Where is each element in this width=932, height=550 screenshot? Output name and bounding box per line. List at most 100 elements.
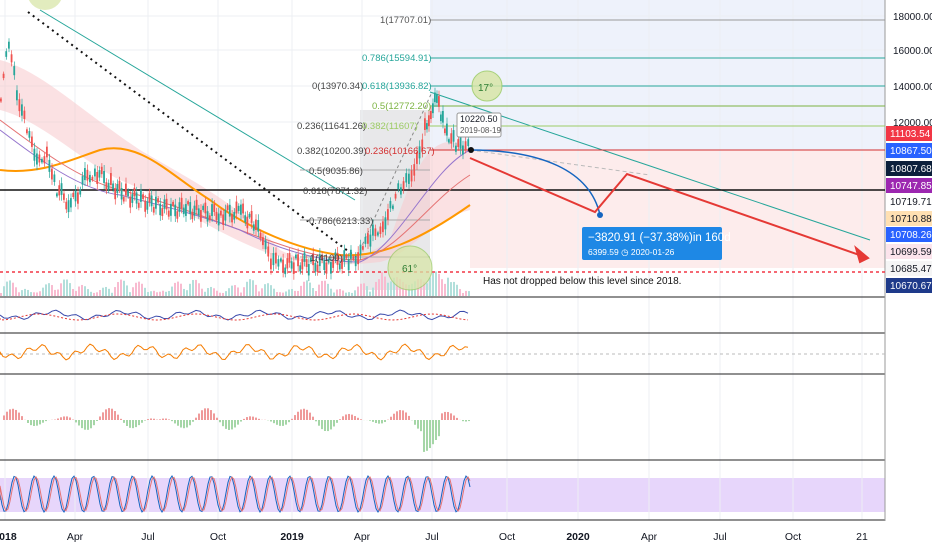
histogram-bar (441, 413, 443, 420)
volume-bar (363, 283, 365, 296)
candle-body (432, 103, 434, 114)
price-tag (886, 194, 932, 209)
candle-body (86, 169, 89, 181)
oscillator-line (0, 309, 469, 321)
volume-bar (147, 292, 149, 296)
volume-bar (366, 286, 368, 296)
histogram-bar (429, 420, 431, 449)
volume-bar (84, 286, 86, 296)
candle-body (79, 189, 82, 195)
fib-level-label: 1(4100) (310, 253, 343, 264)
candle-body (178, 202, 181, 212)
volume-bar (300, 285, 302, 296)
volume-bar (24, 288, 26, 296)
trend-lines (27, 9, 871, 261)
candle-body (362, 246, 364, 250)
histogram-bar (171, 420, 173, 422)
candle-body (204, 202, 207, 214)
volume-bar (450, 282, 452, 296)
fib-level-label: 0.382(11607) (362, 121, 418, 132)
histogram-bar (222, 420, 224, 427)
fib-level-label: 0.618(7871.32) (303, 186, 367, 197)
candle-body (352, 256, 355, 260)
price-tag-label: 10807.68 (890, 164, 932, 175)
histogram-bar (138, 420, 140, 426)
volume-bar (252, 280, 254, 296)
angle-marker-61[interactable] (387, 245, 433, 291)
descending-trendline[interactable] (429, 91, 871, 241)
projection-curve[interactable] (469, 149, 601, 216)
candle-body (72, 192, 75, 197)
candle-body (341, 259, 343, 269)
candle-body (41, 158, 43, 163)
volume-bar (312, 288, 314, 296)
volume-bar (99, 290, 101, 296)
histogram-bar (309, 412, 311, 420)
price-tag (886, 227, 932, 242)
histogram-bar (33, 420, 35, 427)
price-tag (886, 244, 932, 259)
backgrounds (0, 0, 885, 512)
volume-bar (135, 282, 137, 296)
candle-body (332, 259, 335, 268)
candle-body (211, 204, 213, 216)
candle-body (176, 211, 179, 219)
histogram-bar (276, 420, 278, 425)
projection-target-point[interactable] (597, 212, 603, 218)
volume-bar (234, 285, 236, 296)
volume-bar (243, 287, 245, 296)
price-tag-label: 11103.54 (890, 129, 931, 140)
candle-body (118, 180, 121, 189)
candle-body (120, 188, 123, 200)
volume-bar (396, 277, 398, 296)
candle-body (163, 199, 166, 209)
price-candles (0, 38, 470, 282)
projected-path-arrow[interactable] (469, 157, 870, 264)
candle-body (297, 254, 299, 267)
fib-level-label: 0(13970.34) (312, 81, 363, 92)
candle-body (277, 259, 280, 267)
time-tick-label: Apr (354, 531, 371, 543)
candle-body (347, 258, 350, 271)
fib-trend-line[interactable] (359, 91, 433, 251)
candle-body (26, 129, 28, 134)
angle-marker-17[interactable] (471, 70, 503, 102)
price-tag-label: 10670.67 (890, 281, 932, 292)
candle-body (94, 168, 96, 177)
candle-body (464, 141, 467, 150)
histogram-bar (381, 420, 383, 424)
histogram-bar (36, 420, 38, 426)
volume-bar (378, 279, 380, 296)
candle-body (180, 197, 183, 209)
downtrend-resistance-line[interactable] (39, 9, 356, 201)
candle-body (301, 258, 304, 270)
histogram-bar (252, 416, 254, 420)
candle-body (462, 145, 464, 155)
histogram-bar (390, 416, 392, 420)
last-price-point[interactable] (468, 147, 474, 153)
volume-bar (159, 291, 161, 296)
candle-body (23, 110, 26, 120)
histogram-bar (450, 413, 452, 420)
candle-body (224, 209, 227, 221)
volume-bar (63, 279, 65, 296)
histogram-bar (243, 418, 245, 420)
candle-body (131, 194, 134, 203)
volume-bar (231, 285, 233, 296)
volume-bar (276, 292, 278, 296)
histogram-bar (279, 420, 281, 426)
candle-body (96, 171, 99, 184)
fib-level-label: 0.5(12772.20) (372, 101, 431, 112)
volume-bar (225, 291, 227, 296)
candle-body (442, 111, 444, 123)
candle-body (159, 203, 162, 216)
candle-body (413, 164, 416, 176)
volume-bar (153, 290, 155, 296)
candle-body (430, 110, 432, 120)
histogram-bar (228, 420, 230, 430)
histogram-bar (27, 420, 29, 423)
volume-bar (30, 292, 32, 296)
histogram-bar (189, 420, 191, 426)
price-tag (886, 143, 932, 158)
